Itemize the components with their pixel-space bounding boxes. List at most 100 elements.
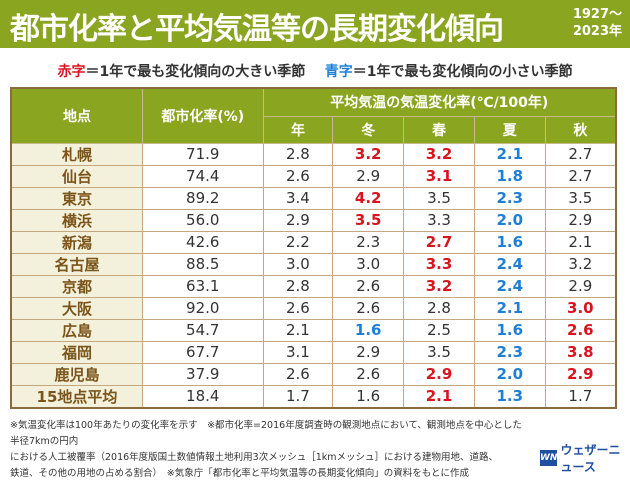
note-line: ※気温変化率は100年あたりの変化率を示す ※都市化率=2016年度調査時の観測… <box>10 420 522 447</box>
urban-rate: 74.4 <box>141 164 264 188</box>
temp-change-value: 2.9 <box>332 340 405 364</box>
temp-change-value: 2.7 <box>403 230 475 254</box>
note-line: における人工被覆率（2016年度版国土数値情報土地利用3次メッシュ［1kmメッシ… <box>10 452 499 463</box>
table-row: 15地点平均 18.4 1.7 1.6 2.1 1.3 1.7 <box>10 384 617 408</box>
temp-change-value: 2.4 <box>473 274 546 298</box>
temp-change-value: 3.5 <box>403 340 475 364</box>
data-table: 地点 都市化率(%) 平均気温の気温変化率(℃/100年) 年冬春夏秋 札幌 71.9… <box>10 87 617 409</box>
table-row: 京都 63.1 2.8 2.6 3.2 2.4 2.9 <box>10 274 617 298</box>
table-row: 名古屋 88.5 3.0 3.0 3.3 2.4 3.2 <box>10 252 617 276</box>
temp-change-value: 3.3 <box>403 208 475 232</box>
temp-change-value: 1.7 <box>262 384 334 408</box>
temp-change-value: 2.9 <box>332 164 405 188</box>
place-name: 広島 <box>10 318 143 342</box>
urban-rate: 89.2 <box>141 186 264 210</box>
temp-change-value: 2.1 <box>473 142 546 166</box>
header-season: 夏 <box>473 115 546 144</box>
place-name: 横浜 <box>10 208 143 232</box>
temp-change-value: 2.8 <box>262 142 334 166</box>
urban-rate: 67.7 <box>141 340 264 364</box>
temp-change-value: 3.5 <box>544 186 617 210</box>
urban-rate: 56.0 <box>141 208 264 232</box>
table-row: 新潟 42.6 2.2 2.3 2.7 1.6 2.1 <box>10 230 617 254</box>
temp-change-value: 2.3 <box>473 186 546 210</box>
place-name: 札幌 <box>10 142 143 166</box>
temp-change-value: 1.6 <box>473 230 546 254</box>
table-row: 大阪 92.0 2.6 2.6 2.8 2.1 3.0 <box>10 296 617 320</box>
temp-change-value: 3.1 <box>262 340 334 364</box>
weathernews-logo: WN ウェザーニュース <box>540 441 630 475</box>
table-row: 広島 54.7 2.1 1.6 2.5 1.6 2.6 <box>10 318 617 342</box>
temp-change-value: 2.6 <box>262 362 334 386</box>
temp-change-value: 1.6 <box>332 318 405 342</box>
table-row: 仙台 74.4 2.6 2.9 3.1 1.8 2.7 <box>10 164 617 188</box>
temp-change-value: 2.7 <box>544 142 617 166</box>
temp-change-value: 3.2 <box>332 142 405 166</box>
legend-blue-label: 青字 <box>324 64 353 80</box>
urban-rate: 54.7 <box>141 318 264 342</box>
legend-red-label: 赤字 <box>57 64 86 80</box>
place-name: 15地点平均 <box>10 384 143 408</box>
temp-change-value: 2.9 <box>262 208 334 232</box>
temp-change-value: 2.4 <box>473 252 546 276</box>
place-name: 鹿児島 <box>10 362 143 386</box>
temp-change-value: 3.0 <box>262 252 334 276</box>
temp-change-value: 2.7 <box>544 164 617 188</box>
table-row: 鹿児島 37.9 2.6 2.6 2.9 2.0 2.9 <box>10 362 617 386</box>
place-name: 新潟 <box>10 230 143 254</box>
table-row: 福岡 67.7 3.1 2.9 3.5 2.3 3.8 <box>10 340 617 364</box>
temp-change-value: 3.5 <box>403 186 475 210</box>
temp-change-value: 2.6 <box>332 274 405 298</box>
place-name: 京都 <box>10 274 143 298</box>
urban-rate: 92.0 <box>141 296 264 320</box>
header-urban: 都市化率(%) <box>141 87 264 144</box>
header-place: 地点 <box>10 87 143 144</box>
urban-rate: 37.9 <box>141 362 264 386</box>
temp-change-value: 2.8 <box>403 296 475 320</box>
temp-change-value: 2.9 <box>403 362 475 386</box>
temp-change-value: 3.3 <box>403 252 475 276</box>
temp-change-value: 3.2 <box>403 274 475 298</box>
temp-change-value: 2.0 <box>473 362 546 386</box>
temp-change-value: 2.1 <box>403 384 475 408</box>
table-row: 横浜 56.0 2.9 3.5 3.3 2.0 2.9 <box>10 208 617 232</box>
temp-change-value: 2.9 <box>544 208 617 232</box>
header-season: 秋 <box>544 115 617 144</box>
temp-change-value: 2.6 <box>262 296 334 320</box>
table-row: 札幌 71.9 2.8 3.2 3.2 2.1 2.7 <box>10 142 617 166</box>
place-name: 大阪 <box>10 296 143 320</box>
temp-change-value: 2.6 <box>544 318 617 342</box>
temp-change-value: 1.6 <box>332 384 405 408</box>
header-season: 春 <box>403 115 475 144</box>
logo-mark: WN <box>540 450 558 466</box>
temp-change-value: 3.8 <box>544 340 617 364</box>
temp-change-value: 2.1 <box>544 230 617 254</box>
temp-change-value: 2.6 <box>332 362 405 386</box>
temp-change-value: 3.5 <box>332 208 405 232</box>
temp-change-value: 3.0 <box>332 252 405 276</box>
footnote: ※気温変化率は100年あたりの変化率を示す ※都市化率=2016年度調査時の観測… <box>10 418 530 482</box>
note-line: 鉄道、その他の用地の占める割合） ※気象庁「都市化率と平均気温等の長期変化傾向」… <box>10 468 470 479</box>
temp-change-value: 2.6 <box>332 296 405 320</box>
temp-change-value: 2.8 <box>262 274 334 298</box>
header-temp: 平均気温の気温変化率(℃/100年) <box>262 87 617 117</box>
place-name: 福岡 <box>10 340 143 364</box>
urban-rate: 71.9 <box>141 142 264 166</box>
temp-change-value: 2.1 <box>473 296 546 320</box>
legend-red-text: ＝1年で最も変化傾向の大きい季節 <box>85 64 306 80</box>
temp-change-value: 1.6 <box>473 318 546 342</box>
title-bar: 都市化率と平均気温等の長期変化傾向 1927～ 2023年 <box>0 0 630 48</box>
color-legend: 赤字＝1年で最も変化傾向の大きい季節 青字＝1年で最も変化傾向の小さい季節 <box>0 61 630 81</box>
header-season: 冬 <box>332 115 405 144</box>
temp-change-value: 2.9 <box>544 362 617 386</box>
temp-change-value: 2.9 <box>544 274 617 298</box>
temp-change-value: 1.3 <box>473 384 546 408</box>
place-name: 名古屋 <box>10 252 143 276</box>
temp-change-value: 1.7 <box>544 384 617 408</box>
place-name: 仙台 <box>10 164 143 188</box>
period: 1927～ 2023年 <box>573 6 622 40</box>
urban-rate: 18.4 <box>141 384 264 408</box>
temp-change-value: 3.1 <box>403 164 475 188</box>
place-name: 東京 <box>10 186 143 210</box>
legend-blue-text: ＝1年で最も変化傾向の小さい季節 <box>352 64 573 80</box>
